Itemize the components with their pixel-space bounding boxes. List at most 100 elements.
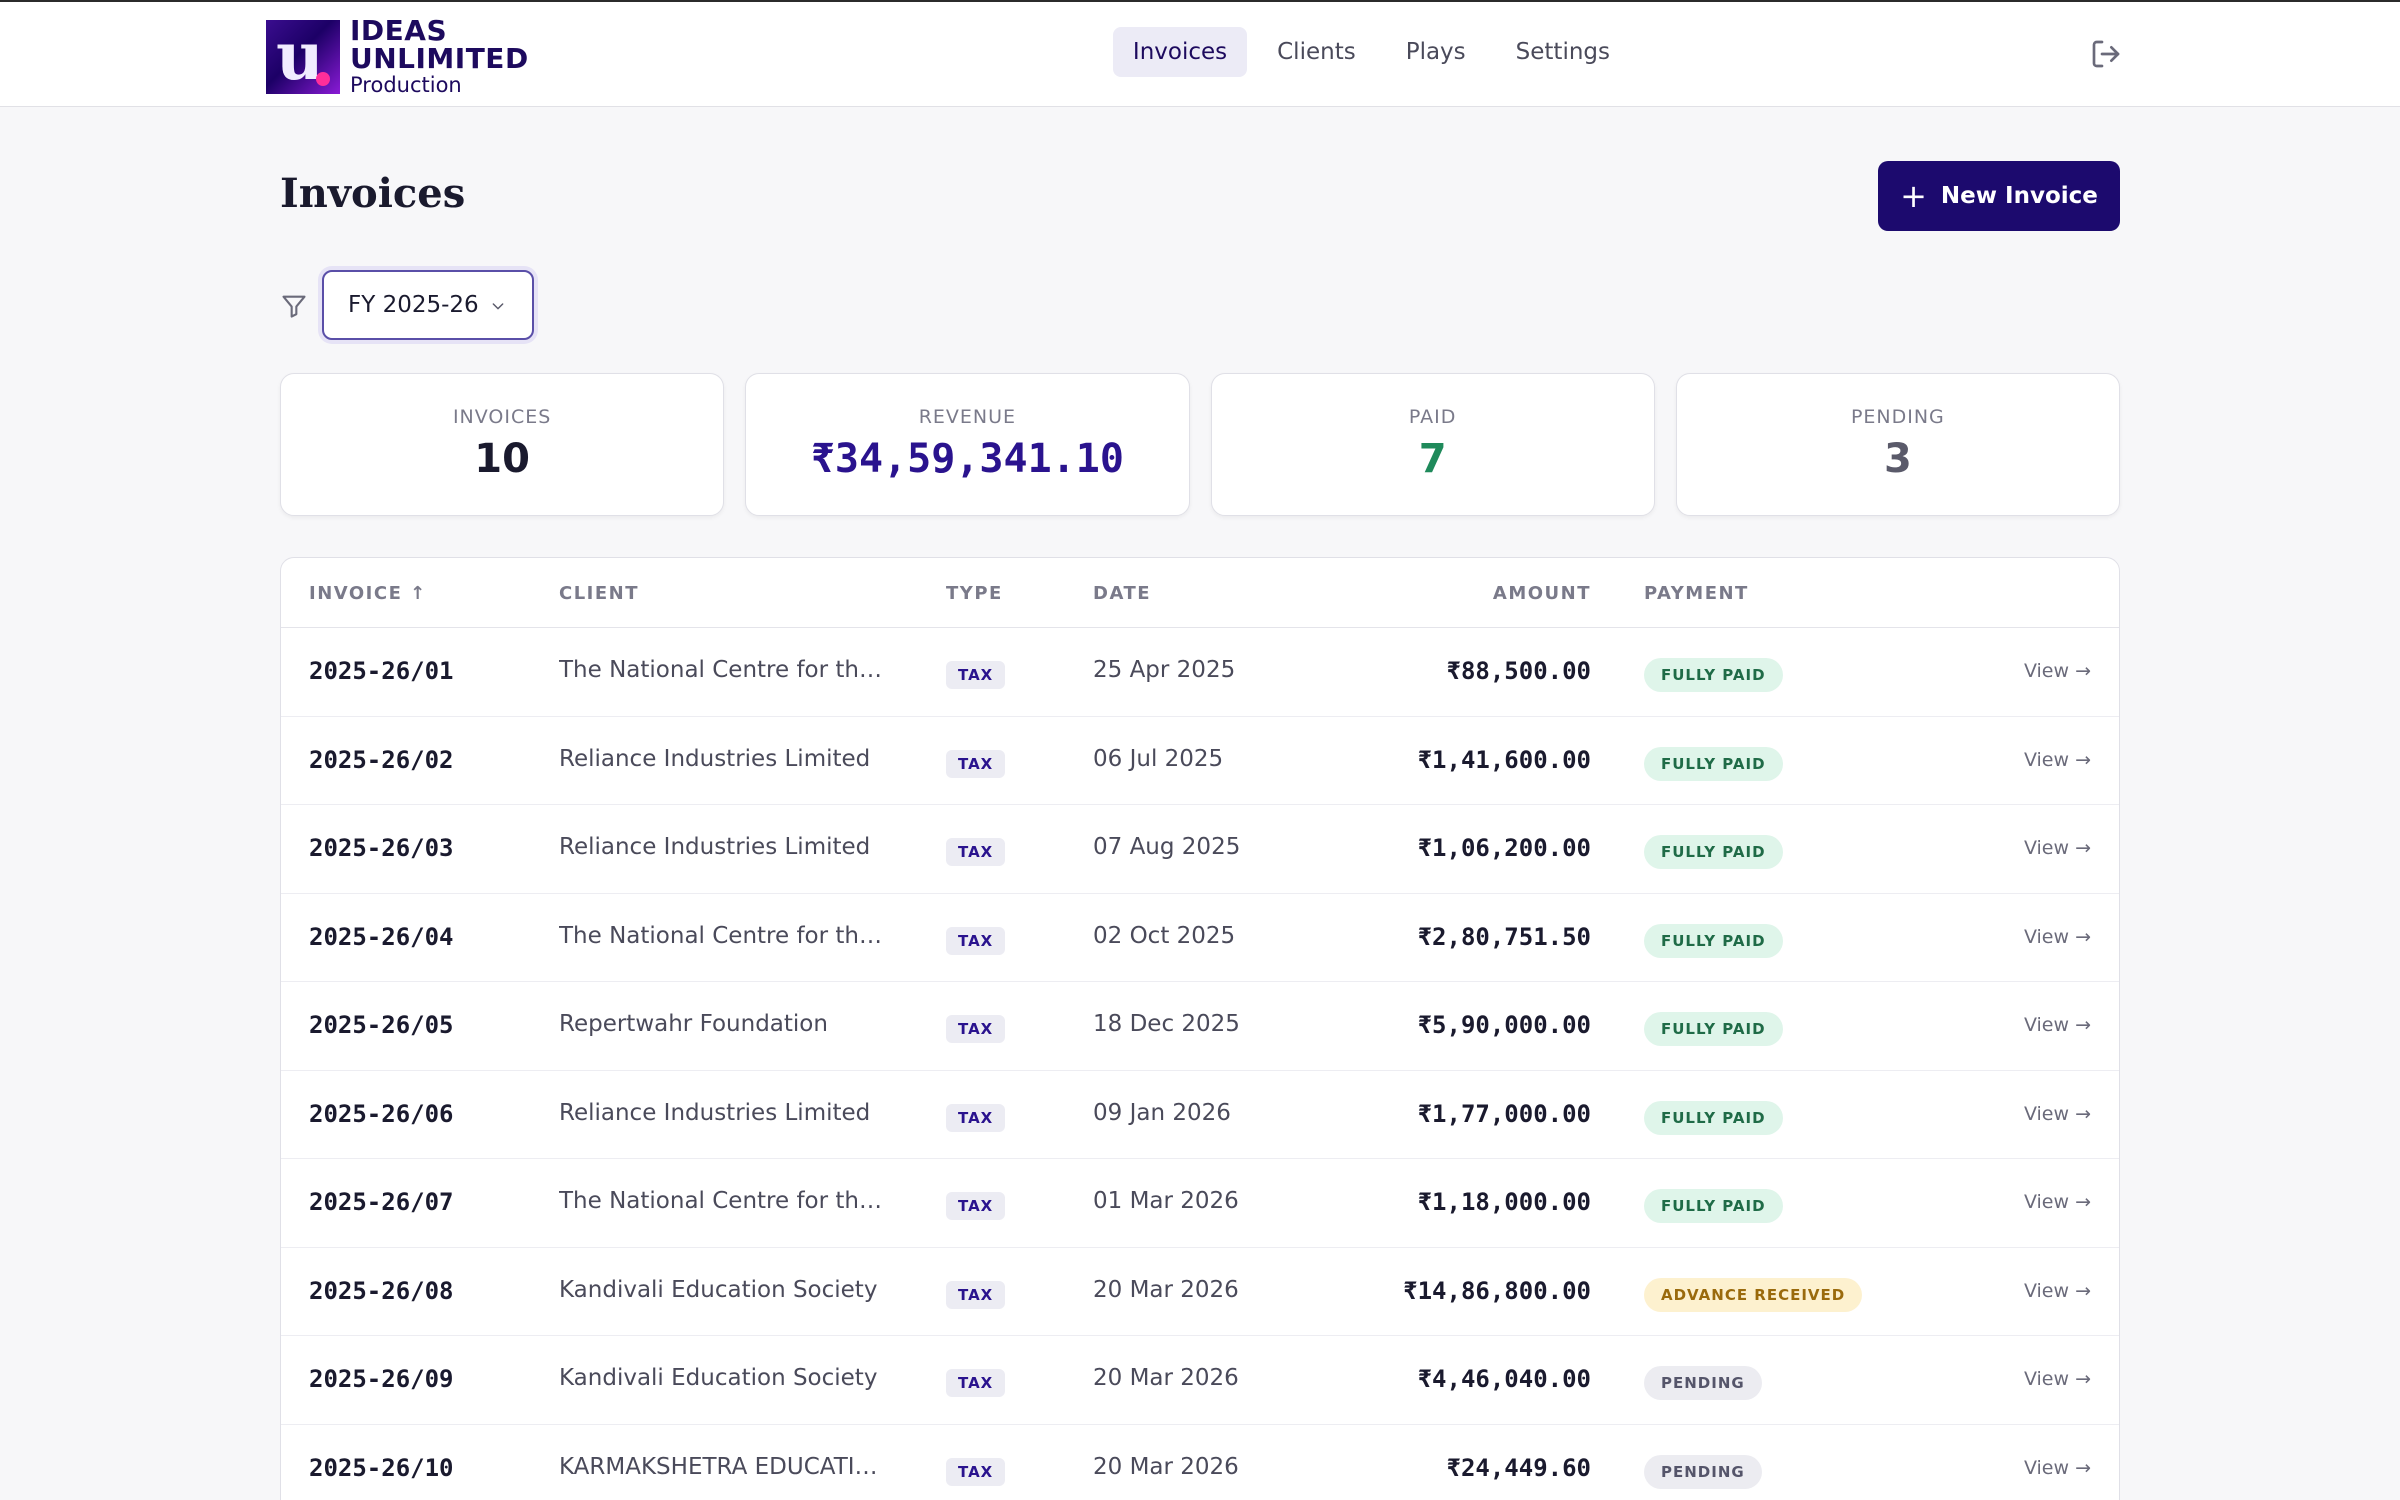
invoices-table: INVOICE ↑ CLIENT TYPE DATE AMOUNT PAYMEN… bbox=[280, 557, 2120, 1500]
type-badge: TAX bbox=[946, 1280, 1006, 1309]
invoice-date: 06 Jul 2025 bbox=[1093, 745, 1224, 772]
invoice-date: 20 Mar 2026 bbox=[1093, 1365, 1239, 1391]
chevron-down-icon bbox=[492, 303, 504, 310]
type-badge: TAX bbox=[946, 926, 1006, 955]
client-name: Kandivali Education Society bbox=[559, 1365, 878, 1391]
brand-wordmark: IDEAS UNLIMITED Production bbox=[350, 17, 529, 96]
view-invoice-link[interactable]: View → bbox=[2023, 660, 2091, 682]
stat-value: 10 bbox=[474, 436, 530, 482]
header-client[interactable]: CLIENT bbox=[559, 583, 640, 604]
payment-status-badge: FULLY PAID bbox=[1644, 1189, 1783, 1223]
table-row[interactable]: 2025-26/08 Kandivali Education Society TAX… bbox=[281, 1248, 2119, 1336]
invoice-amount: ₹1,41,600.00 bbox=[1417, 745, 1591, 774]
type-badge: TAX bbox=[946, 1369, 1006, 1397]
nav-invoices[interactable]: Invoices bbox=[1112, 27, 1248, 77]
view-invoice-link[interactable]: View → bbox=[2023, 1191, 2091, 1213]
stat-label: REVENUE bbox=[918, 406, 1017, 428]
new-invoice-button[interactable]: + New Invoice bbox=[1878, 161, 2120, 231]
header-type[interactable]: TYPE bbox=[946, 583, 1003, 604]
brand-line-3: Production bbox=[350, 73, 462, 97]
invoice-date: 09 Jan 2026 bbox=[1093, 1099, 1231, 1126]
view-invoice-link[interactable]: View → bbox=[2023, 748, 2091, 771]
logout-icon[interactable] bbox=[2090, 38, 2122, 70]
client-name: Repertwahr Foundation bbox=[559, 1011, 828, 1037]
payment-status-badge: ADVANCE RECEIVED bbox=[1644, 1277, 1863, 1312]
table-row[interactable]: 2025-26/03 Reliance Industries Limited TAX… bbox=[281, 805, 2119, 894]
brand-line-2: UNLIMITED bbox=[350, 42, 529, 75]
invoice-number: 2025-26/01 bbox=[309, 657, 454, 685]
client-name: Reliance Industries Limited bbox=[559, 745, 871, 772]
stat-value: 3 bbox=[1883, 436, 1912, 482]
client-name: The National Centre for the P... bbox=[559, 657, 889, 683]
invoice-number: 2025-26/08 bbox=[309, 1276, 454, 1305]
stat-card-revenue: REVENUE ₹34,59,341.10 bbox=[745, 373, 1190, 516]
invoice-amount: ₹88,500.00 bbox=[1446, 657, 1592, 685]
type-badge: TAX bbox=[946, 749, 1006, 778]
payment-status-badge: PENDING bbox=[1644, 1366, 1762, 1400]
invoice-date: 20 Mar 2026 bbox=[1093, 1453, 1239, 1480]
payment-status-badge: FULLY PAID bbox=[1644, 658, 1783, 692]
stat-label: PAID bbox=[1408, 406, 1457, 428]
stat-value: ₹34,59,341.10 bbox=[810, 436, 1124, 482]
invoice-date: 18 Dec 2025 bbox=[1093, 1011, 1240, 1037]
view-invoice-link[interactable]: View → bbox=[2023, 1456, 2091, 1479]
invoice-amount: ₹4,46,040.00 bbox=[1417, 1365, 1591, 1393]
payment-status-badge: PENDING bbox=[1644, 1454, 1762, 1489]
page-title: Invoices bbox=[280, 170, 466, 217]
type-badge: TAX bbox=[946, 1457, 1006, 1486]
table-row[interactable]: 2025-26/10 KARMAKSHETRA EDUCATION... TAX 20… bbox=[281, 1425, 2119, 1500]
invoice-amount: ₹1,18,000.00 bbox=[1417, 1188, 1591, 1216]
view-invoice-link[interactable]: View → bbox=[2023, 1102, 2091, 1125]
invoice-number: 2025-26/06 bbox=[309, 1099, 454, 1128]
stat-card-pending: PENDING 3 bbox=[1675, 373, 2120, 516]
invoice-amount: ₹14,86,800.00 bbox=[1403, 1276, 1591, 1305]
payment-status-badge: FULLY PAID bbox=[1644, 835, 1783, 869]
invoice-number: 2025-26/04 bbox=[309, 922, 454, 951]
stat-label: INVOICES bbox=[452, 406, 552, 428]
table-row[interactable]: 2025-26/05 Repertwahr Foundation TAX 18 Dec… bbox=[281, 982, 2119, 1071]
invoice-date: 20 Mar 2026 bbox=[1093, 1276, 1239, 1303]
invoice-date: 07 Aug 2025 bbox=[1093, 834, 1241, 860]
header-amount[interactable]: AMOUNT bbox=[1492, 583, 1591, 604]
type-badge: TAX bbox=[946, 661, 1006, 689]
header-invoice[interactable]: INVOICE ↑ bbox=[309, 583, 427, 604]
stat-value: 7 bbox=[1418, 436, 1447, 482]
view-invoice-link[interactable]: View → bbox=[2023, 925, 2091, 948]
main-nav: Invoices Clients Plays Settings bbox=[1112, 27, 1630, 77]
table-header: INVOICE ↑ CLIENT TYPE DATE AMOUNT PAYMEN… bbox=[281, 558, 2119, 628]
brand-logo[interactable]: u IDEAS UNLIMITED Production bbox=[266, 17, 529, 96]
nav-settings[interactable]: Settings bbox=[1515, 39, 1610, 65]
payment-status-badge: FULLY PAID bbox=[1644, 1012, 1783, 1046]
invoice-amount: ₹1,77,000.00 bbox=[1417, 1099, 1591, 1128]
invoice-number: 2025-26/10 bbox=[309, 1453, 454, 1482]
view-invoice-link[interactable]: View → bbox=[2023, 1368, 2091, 1390]
table-row[interactable]: 2025-26/02 Reliance Industries Limited TAX… bbox=[281, 717, 2119, 805]
invoice-date: 02 Oct 2025 bbox=[1093, 922, 1236, 949]
plus-icon: + bbox=[1900, 177, 1927, 215]
client-name: KARMAKSHETRA EDUCATION... bbox=[559, 1453, 889, 1480]
table-row[interactable]: 2025-26/06 Reliance Industries Limited TAX… bbox=[281, 1071, 2119, 1159]
stats-row: INVOICES 10 REVENUE ₹34,59,341.10 PAID 7… bbox=[280, 373, 2120, 516]
invoice-number: 2025-26/09 bbox=[309, 1365, 454, 1393]
view-invoice-link[interactable]: View → bbox=[2023, 1279, 2091, 1302]
table-row[interactable]: 2025-26/04 The National Centre for the P.… bbox=[281, 894, 2119, 982]
header-date[interactable]: DATE bbox=[1093, 583, 1152, 604]
invoice-amount: ₹24,449.60 bbox=[1446, 1453, 1592, 1482]
type-badge: TAX bbox=[946, 838, 1006, 866]
nav-clients[interactable]: Clients bbox=[1277, 39, 1356, 65]
table-row[interactable]: 2025-26/07 The National Centre for the P.… bbox=[281, 1159, 2119, 1248]
header-payment[interactable]: PAYMENT bbox=[1644, 583, 1749, 604]
client-name: The National Centre for the P... bbox=[559, 922, 889, 949]
top-nav-bar: u IDEAS UNLIMITED Production Invoices Cl… bbox=[0, 0, 2400, 107]
client-name: Reliance Industries Limited bbox=[559, 1099, 871, 1126]
type-badge: TAX bbox=[946, 1015, 1006, 1043]
view-invoice-link[interactable]: View → bbox=[2023, 837, 2091, 859]
fiscal-year-select[interactable]: FY 2025-26 bbox=[322, 270, 534, 340]
type-badge: TAX bbox=[946, 1103, 1006, 1132]
nav-plays[interactable]: Plays bbox=[1405, 39, 1466, 65]
table-row[interactable]: 2025-26/09 Kandivali Education Society TAX… bbox=[281, 1336, 2119, 1425]
table-row[interactable]: 2025-26/01 The National Centre for the P.… bbox=[281, 628, 2119, 717]
stat-card-invoices: INVOICES 10 bbox=[280, 373, 725, 516]
view-invoice-link[interactable]: View → bbox=[2023, 1014, 2091, 1036]
payment-status-badge: FULLY PAID bbox=[1644, 1100, 1783, 1135]
